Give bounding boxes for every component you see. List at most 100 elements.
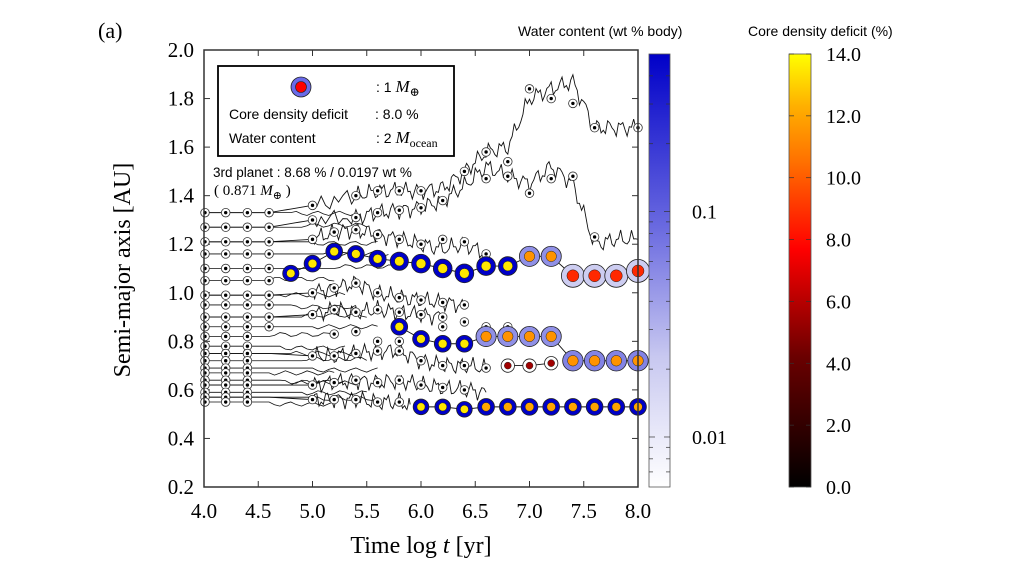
planet-core [329,246,339,257]
small-body-marker [242,300,253,310]
planet-marker [585,398,604,416]
planet-core [547,359,555,367]
small-body-dot [245,334,250,339]
planet-core [545,250,557,262]
legend-water-label: Water content [229,130,316,146]
small-body-marker [372,288,383,298]
small-body-marker [242,237,253,247]
small-body-marker [220,275,231,286]
planet-marker [498,256,518,276]
small-body-marker [329,227,339,237]
small-body-marker [481,173,491,184]
small-body-dot [441,315,445,319]
small-body-dot [245,210,250,215]
small-body-marker [220,331,231,342]
small-body-marker [589,232,600,242]
small-body-dot [462,240,467,244]
planet-core [524,402,535,412]
legend-marker-core [295,81,307,93]
small-body-marker [200,249,210,259]
small-body-marker [264,207,274,218]
core-tick-label: 12.0 [826,106,861,128]
small-body-marker [307,200,318,211]
small-body-marker [220,263,231,274]
planet-marker [607,398,626,416]
planet-marker [583,350,606,372]
small-body-dot [310,291,315,295]
small-body-dot [506,174,510,178]
small-body-dot [224,252,228,256]
planet-core [438,339,448,349]
small-body-dot [245,303,250,307]
x-tick-label: 5.5 [354,499,380,523]
small-body-marker [351,224,361,235]
small-body-marker [264,249,274,259]
small-body-marker [438,360,448,371]
small-body-dot [224,334,228,339]
planet-core [589,402,600,412]
small-body-marker [200,300,210,310]
planet-marker [560,263,585,288]
small-body-dot [419,312,423,317]
small-body-marker [329,351,339,361]
core-tick-label: 10.0 [826,168,861,190]
planet-core [523,250,536,262]
planet-marker [540,245,562,267]
x-tick-label: 4.5 [245,499,271,523]
planet-core [480,260,492,272]
small-body-marker [264,322,274,332]
planet-marker [390,317,409,336]
small-body-dot [462,320,467,324]
x-tick-label: 4.0 [191,499,217,523]
small-body-trajectory [204,356,367,362]
small-body-marker [524,84,535,94]
planet-core [567,355,579,367]
core-tick-label: 14.0 [826,44,861,66]
trajectory-mid-2 [204,275,465,314]
small-body-dot [397,208,401,212]
small-body-dot [527,87,532,91]
small-body-marker [264,290,274,300]
planet-marker [303,254,322,273]
small-body-marker [416,186,426,196]
small-body-dot [332,230,336,234]
small-body-marker [438,312,448,322]
small-body-dot [354,397,358,402]
small-body-marker [459,300,470,310]
y-tick-label: 0.8 [168,329,194,353]
small-body-dot [419,298,423,302]
core-colorbar-ticks: 0.0 2.0 4.0 6.0 8.0 10.0 12.0 14.0 [789,44,861,499]
small-body-marker [242,275,253,286]
y-tick-label: 1.0 [168,281,194,305]
planet-core [546,402,556,412]
annotation-third-planet-mass: ( 0.871 M⊕ ) [214,183,291,202]
planet-marker [476,256,496,276]
small-body-marker [200,322,210,332]
small-body-marker [220,312,231,322]
small-body-dot [462,169,467,174]
small-body-marker [394,375,405,385]
planet-core [503,402,513,412]
small-body-dot [245,359,250,363]
water-colorbar-ticks: 0.1 0.01 [649,75,727,473]
planet-marker [475,325,497,347]
small-body-dot [224,383,228,387]
small-body-dot [245,278,250,283]
planet-marker [564,398,582,416]
small-body-marker [438,195,448,206]
small-body-dot [462,303,467,307]
planet-core [610,355,622,367]
small-body-dot [397,189,401,193]
planet-core [437,263,448,274]
small-body-dot [354,351,358,356]
y-tick-label: 1.4 [168,184,195,208]
planet-core [610,269,623,283]
small-body-dot [549,96,553,101]
small-body-dot [571,174,575,178]
small-body-dot [419,189,423,193]
legend-core-label: Core density deficit [229,106,348,122]
small-body-dot [267,225,271,229]
small-body-marker [372,377,383,388]
small-body-dot [267,293,271,297]
small-body-marker [416,356,426,366]
